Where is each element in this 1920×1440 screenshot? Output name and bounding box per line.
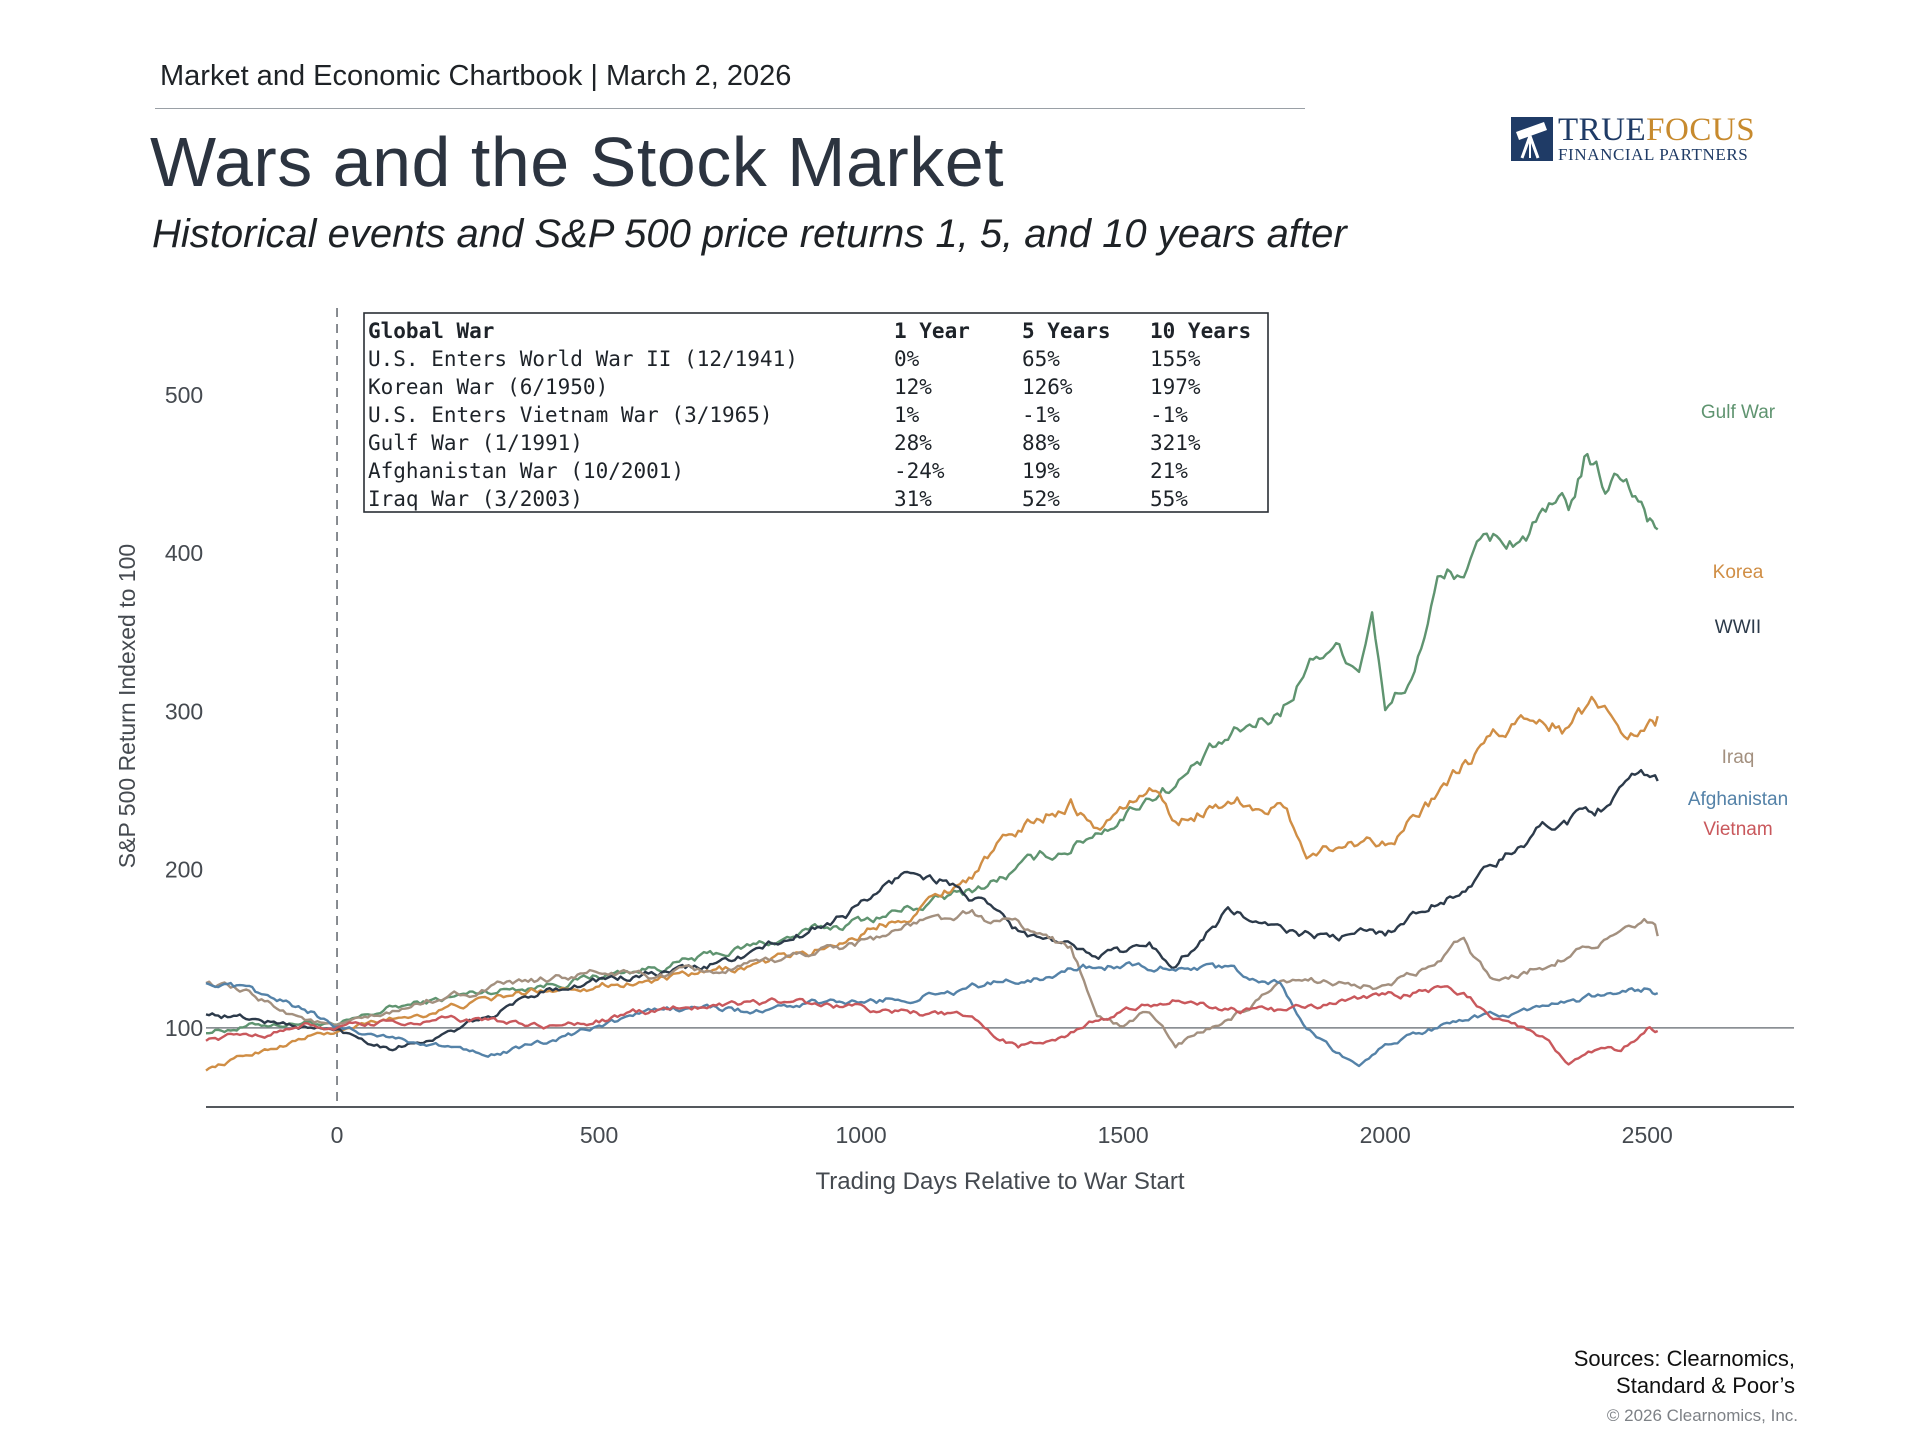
series-line-vietnam [205, 985, 1659, 1066]
table-cell: 126% [1022, 375, 1073, 399]
sources-line-1: Sources: Clearnomics, [1573, 1346, 1795, 1371]
x-tick-label: 2000 [1360, 1122, 1411, 1148]
table-cell: Iraq War (3/2003) [368, 487, 583, 511]
table-header-cell: 1 Year [894, 319, 970, 343]
table-cell: 21% [1150, 459, 1188, 483]
series-label-vietnam: Vietnam [1703, 819, 1772, 840]
y-tick-label: 400 [165, 540, 203, 566]
truefocus-logo: TRUEFOCUS FINANCIAL PARTNERS [1510, 112, 1760, 168]
table-cell: 52% [1022, 487, 1060, 511]
x-tick-label: 500 [580, 1122, 618, 1148]
x-tick-label: 1500 [1098, 1122, 1149, 1148]
x-axis-label: Trading Days Relative to War Start [815, 1168, 1184, 1195]
series-line-wwii [205, 769, 1659, 1052]
series-line-gulf-war [206, 452, 1659, 1035]
table-cell: 12% [894, 375, 932, 399]
table-cell: U.S. Enters World War II (12/1941) [368, 347, 798, 371]
table-cell: 321% [1150, 431, 1201, 455]
page-title: Wars and the Stock Market [150, 123, 1005, 201]
table-cell: 1% [894, 403, 920, 427]
telescope-icon [1511, 117, 1553, 161]
series-line-korea [205, 695, 1659, 1072]
header-divider [155, 108, 1305, 109]
table-header-cell: 5 Years [1022, 319, 1111, 343]
reference-lines [206, 308, 1794, 1107]
table-header-cell: 10 Years [1150, 319, 1251, 343]
x-tick-label: 1000 [836, 1122, 887, 1148]
table-cell: 197% [1150, 375, 1201, 399]
table-cell: Korean War (6/1950) [368, 375, 608, 399]
y-tick-label: 300 [165, 698, 203, 724]
x-tick-label: 0 [331, 1122, 344, 1148]
copyright-note: © 2026 Clearnomics, Inc. [1606, 1406, 1798, 1425]
sources-note: Sources: Clearnomics, Standard & Poor’s [1574, 1345, 1795, 1399]
axes: 0 500 1000 1500 2000 2500 100 200 300 400 500 Tradi… [114, 382, 1794, 1195]
series-label-iraq: Iraq [1722, 747, 1755, 768]
y-tick-label: 200 [165, 857, 203, 883]
series-label-afghanistan: Afghanistan [1688, 789, 1788, 810]
wars-stock-chart: 0 500 1000 1500 2000 2500 100 200 300 400 500 Tradi… [114, 308, 1794, 1195]
table-cell: -1% [1022, 403, 1060, 427]
returns-table: Global War 1 Year 5 Years 10 Years U.S. Ente… [363, 312, 1269, 513]
table-cell: 28% [894, 431, 932, 455]
series-label-wwii: WWII [1715, 617, 1761, 638]
table-cell: -1% [1150, 403, 1188, 427]
table-cell: 19% [1022, 459, 1060, 483]
series-line-iraq [205, 909, 1659, 1049]
sources-line-2: Standard & Poor’s [1616, 1373, 1795, 1398]
table-header-cell: Global War [368, 319, 494, 343]
table-cell: 55% [1150, 487, 1188, 511]
y-tick-label: 500 [165, 382, 203, 408]
table-cell: U.S. Enters Vietnam War (3/1965) [368, 403, 773, 427]
logo-tagline: FINANCIAL PARTNERS [1558, 145, 1749, 164]
chartbook-kicker: Market and Economic Chartbook | March 2,… [160, 60, 792, 92]
series-label-korea: Korea [1713, 562, 1764, 583]
series-lines [205, 452, 1659, 1072]
table-cell: 155% [1150, 347, 1201, 371]
table-cell: 31% [894, 487, 932, 511]
table-cell: 65% [1022, 347, 1060, 371]
table-cell: -24% [894, 459, 945, 483]
logo-wordmark: TRUEFOCUS [1558, 112, 1756, 148]
series-line-afghanistan [205, 961, 1659, 1068]
x-tick-label: 2500 [1622, 1122, 1673, 1148]
y-tick-label: 100 [165, 1015, 203, 1041]
series-label-gulf-war: Gulf War [1701, 402, 1776, 423]
y-axis-label: S&P 500 Return Indexed to 100 [114, 544, 140, 868]
page-subtitle: Historical events and S&P 500 price retu… [152, 212, 1347, 256]
returns-table-box [363, 312, 1269, 513]
table-cell: Afghanistan War (10/2001) [368, 459, 684, 483]
table-cell: 88% [1022, 431, 1060, 455]
series-labels: Gulf War Korea WWII Iraq Afghanistan Vietnam [1688, 402, 1788, 840]
table-cell: 0% [894, 347, 920, 371]
table-cell: Gulf War (1/1991) [368, 431, 583, 455]
